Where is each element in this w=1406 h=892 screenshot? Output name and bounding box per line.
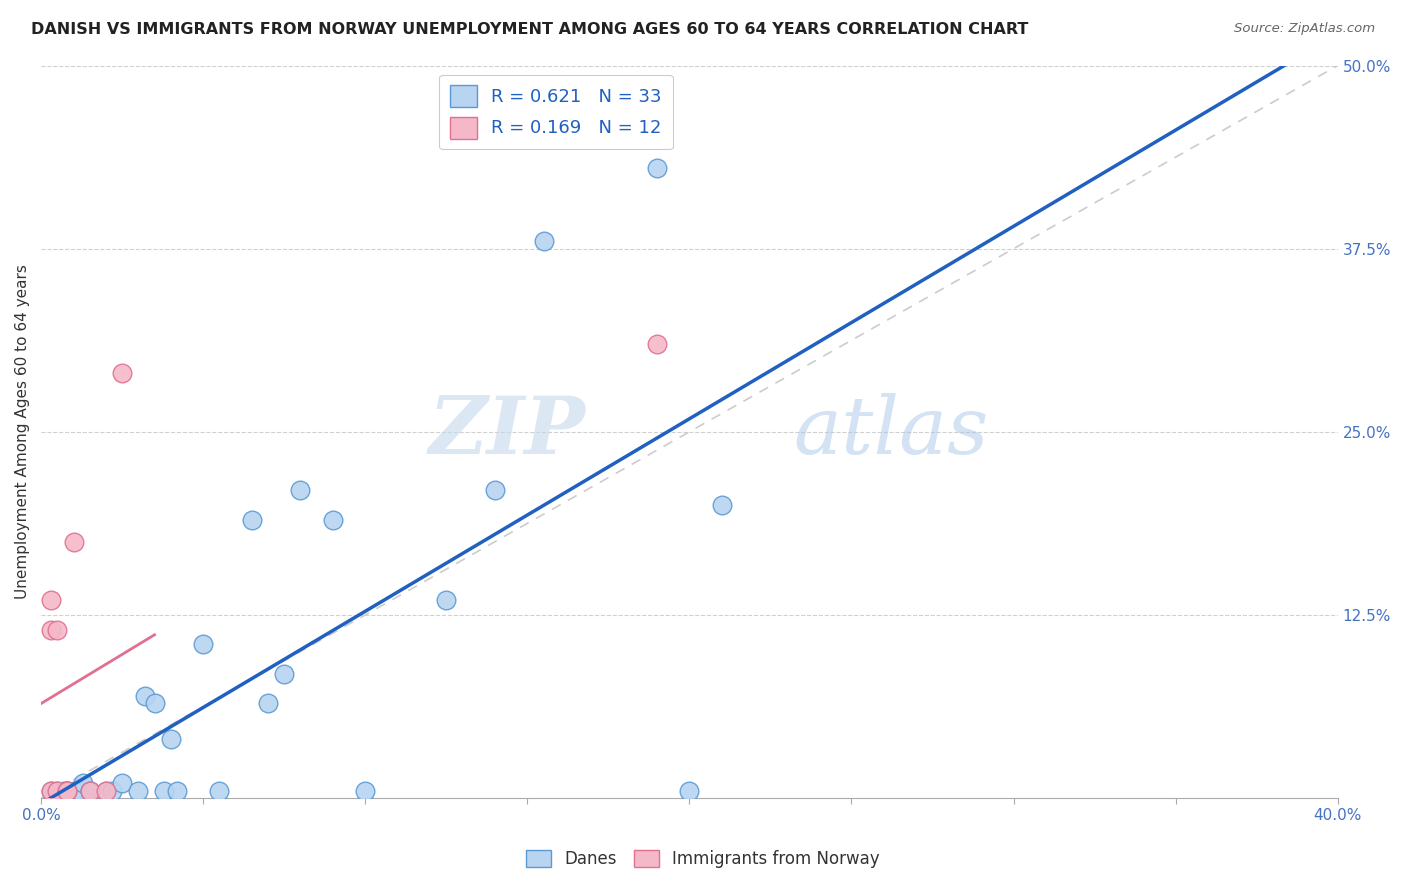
Point bbox=[62, 783, 84, 797]
Point bbox=[56, 783, 79, 797]
Text: atlas: atlas bbox=[793, 393, 988, 471]
Point bbox=[101, 783, 124, 797]
Point bbox=[94, 783, 117, 797]
Point bbox=[645, 337, 668, 351]
Point bbox=[290, 483, 312, 498]
Point bbox=[193, 637, 215, 651]
Y-axis label: Unemployment Among Ages 60 to 64 years: Unemployment Among Ages 60 to 64 years bbox=[15, 264, 30, 599]
Point bbox=[62, 534, 84, 549]
Point bbox=[273, 666, 295, 681]
Point bbox=[46, 783, 69, 797]
Point bbox=[39, 623, 62, 637]
Point bbox=[678, 783, 700, 797]
Point bbox=[72, 776, 94, 790]
Point bbox=[79, 783, 101, 797]
Point bbox=[322, 513, 344, 527]
Point bbox=[240, 513, 263, 527]
Point bbox=[143, 696, 166, 710]
Point bbox=[166, 783, 188, 797]
Point bbox=[484, 483, 506, 498]
Point bbox=[127, 783, 149, 797]
Point bbox=[111, 776, 134, 790]
Point bbox=[208, 783, 231, 797]
Point bbox=[645, 161, 668, 176]
Text: ZIP: ZIP bbox=[429, 393, 586, 471]
Point bbox=[79, 783, 101, 797]
Point bbox=[354, 783, 377, 797]
Point bbox=[46, 783, 69, 797]
Point bbox=[69, 783, 91, 797]
Point bbox=[533, 235, 555, 249]
Point bbox=[434, 593, 457, 607]
Point bbox=[153, 783, 176, 797]
Text: DANISH VS IMMIGRANTS FROM NORWAY UNEMPLOYMENT AMONG AGES 60 TO 64 YEARS CORRELAT: DANISH VS IMMIGRANTS FROM NORWAY UNEMPLO… bbox=[31, 22, 1028, 37]
Point bbox=[46, 623, 69, 637]
Point bbox=[710, 498, 733, 512]
Point bbox=[94, 783, 117, 797]
Legend: R = 0.621   N = 33, R = 0.169   N = 12: R = 0.621 N = 33, R = 0.169 N = 12 bbox=[439, 75, 673, 149]
Point bbox=[39, 783, 62, 797]
Point bbox=[39, 783, 62, 797]
Point bbox=[56, 783, 79, 797]
Legend: Danes, Immigrants from Norway: Danes, Immigrants from Norway bbox=[520, 843, 886, 875]
Point bbox=[56, 783, 79, 797]
Point bbox=[79, 783, 101, 797]
Point bbox=[52, 783, 75, 797]
Text: Source: ZipAtlas.com: Source: ZipAtlas.com bbox=[1234, 22, 1375, 36]
Point bbox=[111, 366, 134, 380]
Point bbox=[56, 783, 79, 797]
Point bbox=[134, 689, 156, 703]
Point bbox=[257, 696, 280, 710]
Point bbox=[39, 593, 62, 607]
Point bbox=[159, 732, 181, 747]
